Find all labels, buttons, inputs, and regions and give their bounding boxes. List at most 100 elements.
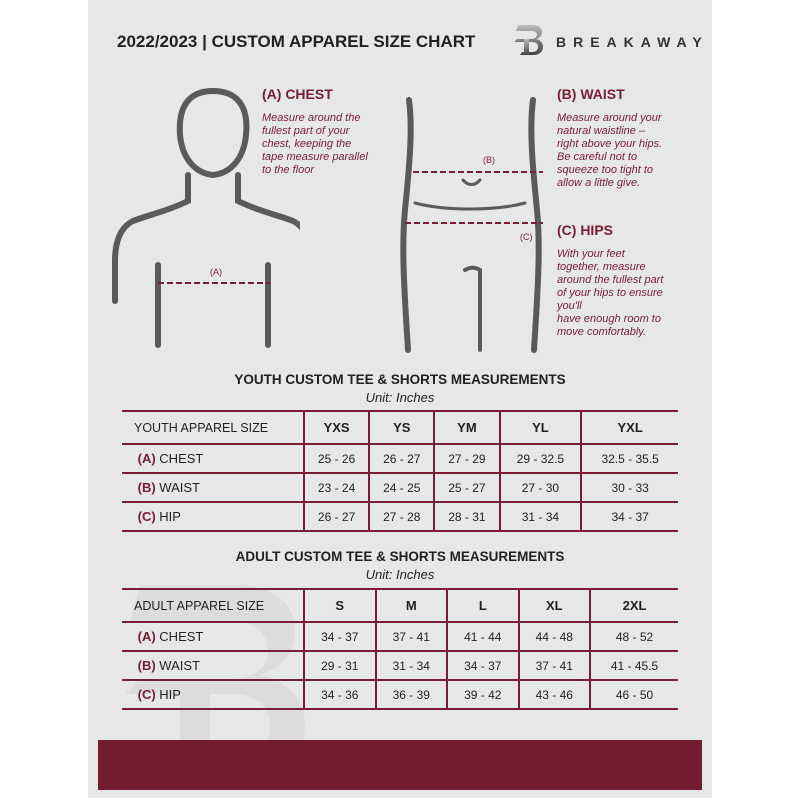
table-row: (A) CHEST 25 - 26 26 - 27 27 - 29 29 - 32.5 3… — [122, 444, 678, 474]
table-row: (C) HIP 34 - 36 36 - 39 39 - 42 43 - 46 46 - … — [122, 680, 678, 710]
measurement-label: (A) CHEST — [122, 622, 304, 652]
size-value-cell: 24 - 25 — [368, 473, 435, 503]
size-value-cell: 27 - 28 — [368, 502, 435, 532]
size-value-cell: 41 - 45.5 — [589, 651, 678, 681]
header-cell: YXL — [580, 410, 678, 445]
size-value-cell: 29 - 32.5 — [498, 444, 582, 474]
desc-line: of your hips to ensure — [557, 287, 663, 299]
measurement-name: WAIST — [159, 658, 200, 673]
table-row: (B) WAIST 29 - 31 31 - 34 34 - 37 37 - 41 41 … — [122, 651, 678, 681]
size-value-cell: 34 - 37 — [580, 502, 678, 532]
desc-line: right above your hips. — [557, 138, 663, 150]
measurement-name: HIP — [159, 687, 181, 702]
hips-heading: (C) HIPS — [557, 222, 613, 238]
desc-line: natural waistline – — [557, 125, 646, 137]
table-header-row: YOUTH APPAREL SIZE YXS YS YM YL YXL — [122, 410, 678, 445]
desc-line: Be careful not to — [557, 151, 638, 163]
measurement-code: (A) — [137, 451, 156, 466]
size-value-cell: 31 - 34 — [498, 502, 582, 532]
size-value-cell: 34 - 37 — [446, 651, 519, 681]
header-cell: YM — [433, 410, 500, 445]
size-value-cell: 36 - 39 — [374, 680, 448, 710]
size-value-cell: 43 - 46 — [517, 680, 591, 710]
measurement-code: (A) — [137, 629, 156, 644]
table-row: (A) CHEST 34 - 37 37 - 41 41 - 44 44 - 48 48 … — [122, 622, 678, 652]
size-value-cell: 26 - 27 — [302, 502, 370, 532]
youth-table-title: YOUTH CUSTOM TEE & SHORTS MEASUREMENTS — [234, 372, 566, 387]
header-cell: S — [303, 588, 376, 623]
header-cell: XL — [517, 588, 591, 623]
table-header-row: ADULT APPAREL SIZE S M L XL 2XL — [122, 588, 678, 623]
size-value-cell: 30 - 33 — [580, 473, 678, 503]
upper-body-illustration — [112, 87, 300, 348]
breakaway-logo-icon — [514, 25, 543, 55]
size-value-cell: 34 - 37 — [303, 622, 376, 652]
waist-heading: (B) WAIST — [557, 86, 625, 102]
table-row: (B) WAIST 23 - 24 24 - 25 25 - 27 27 - 30 30 … — [122, 473, 678, 503]
chest-heading: (A) CHEST — [262, 86, 333, 102]
desc-line: With your feet — [557, 248, 625, 260]
measurement-name: CHEST — [159, 629, 204, 644]
measurement-name: HIP — [159, 509, 181, 524]
size-value-cell: 25 - 27 — [433, 473, 500, 503]
size-value-cell: 29 - 31 — [303, 651, 376, 681]
desc-line: you'll — [557, 300, 582, 312]
waist-description: Measure around your natural waistline – ri… — [557, 112, 662, 190]
size-value-cell: 46 - 50 — [589, 680, 678, 710]
desc-line: have enough room to — [557, 313, 661, 325]
desc-line: around the fullest part — [557, 274, 664, 286]
desc-line: tape measure parallel — [262, 151, 368, 163]
header-cell: M — [374, 588, 448, 623]
measurement-code: (B) — [137, 480, 156, 495]
waist-marker: (B) — [483, 155, 495, 165]
header-cell: 2XL — [589, 588, 678, 623]
size-value-cell: 37 - 41 — [374, 622, 448, 652]
measurement-label: (C) HIP — [122, 502, 304, 532]
header-cell: YOUTH APPAREL SIZE — [122, 410, 304, 445]
brand-name: BREAKAWAY — [556, 34, 709, 50]
adult-table-title: ADULT CUSTOM TEE & SHORTS MEASUREMENTS — [235, 549, 565, 564]
youth-table-unit: Unit: Inches — [365, 390, 435, 405]
measurement-name: WAIST — [159, 480, 200, 495]
size-value-cell: 23 - 24 — [302, 473, 370, 503]
measurement-label: (B) WAIST — [122, 473, 304, 503]
size-value-cell: 28 - 31 — [433, 502, 500, 532]
size-value-cell: 48 - 52 — [589, 622, 678, 652]
size-value-cell: 32.5 - 35.5 — [580, 444, 678, 474]
measurement-label: (C) HIP — [122, 680, 304, 710]
adult-table-unit: Unit: Inches — [365, 567, 435, 582]
desc-line: together, measure — [557, 261, 646, 273]
desc-line: move comfortably. — [557, 326, 647, 338]
size-value-cell: 25 - 26 — [302, 444, 370, 474]
desc-line: allow a little give. — [557, 177, 641, 189]
size-value-cell: 34 - 36 — [303, 680, 376, 710]
header-cell: L — [446, 588, 519, 623]
desc-line: chest, keeping the — [262, 138, 352, 150]
header-cell: ADULT APPAREL SIZE — [122, 588, 304, 623]
hips-marker: (C) — [520, 232, 533, 242]
size-value-cell: 39 - 42 — [446, 680, 519, 710]
measurement-code: (C) — [137, 687, 156, 702]
table-row: (C) HIP 26 - 27 27 - 28 28 - 31 31 - 34 34 - … — [122, 502, 678, 532]
hips-description: With your feet together, measure around th… — [557, 248, 663, 339]
size-value-cell: 26 - 27 — [368, 444, 435, 474]
size-value-cell: 31 - 34 — [374, 651, 448, 681]
size-value-cell: 41 - 44 — [446, 622, 519, 652]
lower-body-illustration — [400, 97, 543, 353]
measurement-code: (B) — [137, 658, 156, 673]
measurement-label: (A) CHEST — [122, 444, 304, 474]
header-cell: YXS — [302, 410, 370, 445]
measurement-code: (C) — [137, 509, 156, 524]
header-cell: YS — [368, 410, 435, 445]
measurement-label: (B) WAIST — [122, 651, 304, 681]
size-value-cell: 37 - 41 — [517, 651, 591, 681]
header-cell: YL — [498, 410, 582, 445]
adult-size-table: ADULT APPAREL SIZE S M L XL 2XL (A) CHEST 34 -… — [122, 588, 678, 710]
desc-line: Measure around the — [262, 112, 361, 124]
desc-line: fullest part of your — [262, 125, 350, 137]
footer-bar — [98, 740, 702, 790]
measurement-name: CHEST — [159, 451, 204, 466]
chest-description: Measure around the fullest part of your ch… — [262, 112, 368, 177]
size-value-cell: 27 - 29 — [433, 444, 500, 474]
chest-marker: (A) — [210, 267, 222, 277]
